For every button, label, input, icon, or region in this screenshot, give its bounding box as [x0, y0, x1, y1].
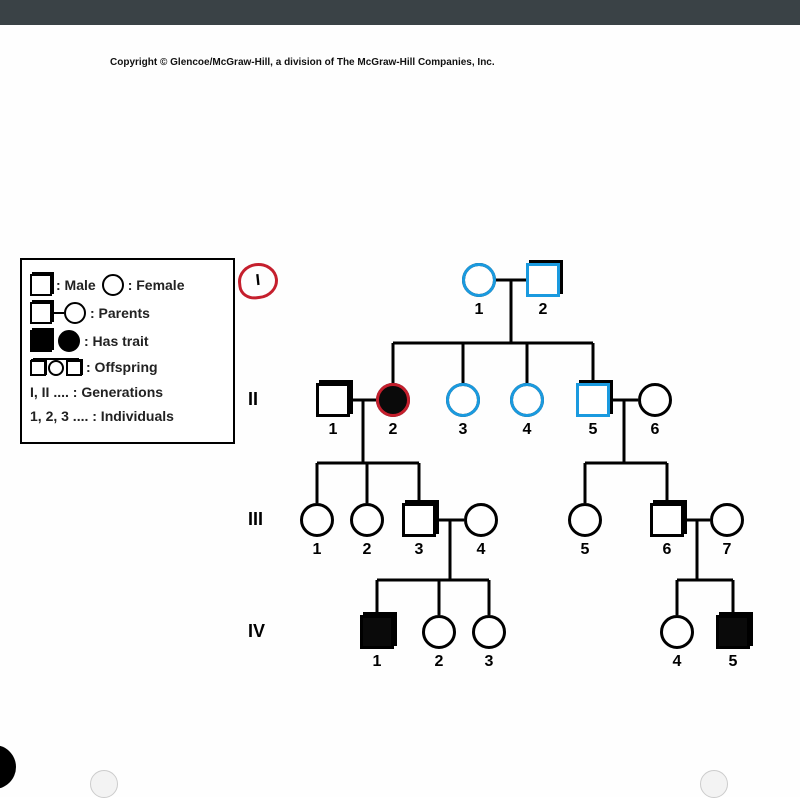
legend-individuals-text: 1, 2, 3 .... : Individuals — [30, 408, 225, 424]
legend-generations-text: I, II .... : Generations — [30, 384, 225, 400]
pedigree-node-IV-1: 1 — [360, 615, 394, 671]
pedigree-node-II-3: 3 — [446, 383, 480, 439]
copyright-text: Copyright © Glencoe/McGraw-Hill, a divis… — [110, 57, 495, 68]
pedigree-node-I-2: 2 — [526, 263, 560, 319]
node-label: 6 — [650, 541, 684, 559]
affected-male-icon — [30, 330, 52, 352]
affected-male-icon — [716, 615, 750, 649]
node-label: 5 — [716, 653, 750, 671]
pedigree-node-III-5: 5 — [568, 503, 602, 559]
node-label: 2 — [350, 541, 384, 559]
node-label: 1 — [462, 301, 496, 319]
pedigree-node-III-2: 2 — [350, 503, 384, 559]
node-label: 5 — [576, 421, 610, 439]
legend-has-trait-label: : Has trait — [84, 333, 149, 349]
generation-label-IV: IV — [248, 621, 265, 642]
window-top-bar — [0, 0, 800, 25]
pedigree-node-IV-3: 3 — [472, 615, 506, 671]
node-label: 4 — [510, 421, 544, 439]
paper-punch-hole — [90, 770, 118, 798]
female-icon — [464, 503, 498, 537]
legend-parents-label: : Parents — [90, 305, 150, 321]
male-icon — [650, 503, 684, 537]
legend-male-label: : Male — [56, 277, 96, 293]
pedigree-node-III-4: 4 — [464, 503, 498, 559]
node-label: 2 — [526, 301, 560, 319]
pedigree-node-III-6: 6 — [650, 503, 684, 559]
node-label: 3 — [446, 421, 480, 439]
male-icon — [526, 263, 560, 297]
affected-female-icon — [376, 383, 410, 417]
pedigree-node-II-6: 6 — [638, 383, 672, 439]
female-icon — [446, 383, 480, 417]
pedigree-node-II-2: 2 — [376, 383, 410, 439]
pedigree-node-I-1: 1 — [462, 263, 496, 319]
female-icon — [102, 274, 124, 296]
offspring-icon — [30, 358, 82, 376]
pedigree-node-IV-4: 4 — [660, 615, 694, 671]
female-icon — [472, 615, 506, 649]
pedigree-node-III-1: 1 — [300, 503, 334, 559]
mating-line-icon — [52, 312, 64, 314]
female-icon — [568, 503, 602, 537]
male-icon — [30, 274, 52, 296]
pedigree-node-II-5: 5 — [576, 383, 610, 439]
page: Copyright © Glencoe/McGraw-Hill, a divis… — [0, 25, 800, 797]
legend-box: : Male : Female : Parents : Has trait — [20, 258, 235, 444]
pedigree-node-II-1: 1 — [316, 383, 350, 439]
affected-male-icon — [360, 615, 394, 649]
female-icon — [710, 503, 744, 537]
male-icon — [316, 383, 350, 417]
female-icon — [422, 615, 456, 649]
node-label: 3 — [402, 541, 436, 559]
paper-punch-hole — [700, 770, 728, 798]
pedigree-node-II-4: 4 — [510, 383, 544, 439]
male-icon — [576, 383, 610, 417]
generation-label-II: II — [248, 389, 258, 410]
legend-offspring: : Offspring — [30, 358, 225, 376]
pedigree-node-IV-2: 2 — [422, 615, 456, 671]
page-edge-mark — [0, 745, 16, 789]
connector-lines — [230, 245, 790, 715]
legend-offspring-label: : Offspring — [86, 359, 158, 375]
node-label: 7 — [710, 541, 744, 559]
pedigree-node-IV-5: 5 — [716, 615, 750, 671]
female-icon — [660, 615, 694, 649]
female-icon — [462, 263, 496, 297]
legend-has-trait: : Has trait — [30, 330, 225, 352]
node-label: 4 — [464, 541, 498, 559]
pedigree-node-III-7: 7 — [710, 503, 744, 559]
female-icon — [510, 383, 544, 417]
female-icon — [638, 383, 672, 417]
node-label: 1 — [360, 653, 394, 671]
legend-parents: : Parents — [30, 302, 225, 324]
generation-label-I: I — [236, 261, 280, 301]
pedigree-node-III-3: 3 — [402, 503, 436, 559]
pedigree-diagram: I II III IV 12123456123456712345 — [230, 245, 790, 715]
female-icon — [300, 503, 334, 537]
node-label: 1 — [300, 541, 334, 559]
affected-female-icon — [58, 330, 80, 352]
male-icon — [402, 503, 436, 537]
node-label: 4 — [660, 653, 694, 671]
female-icon — [350, 503, 384, 537]
legend-male-female: : Male : Female — [30, 274, 225, 296]
node-label: 2 — [376, 421, 410, 439]
node-label: 6 — [638, 421, 672, 439]
generation-label-III: III — [248, 509, 263, 530]
node-label: 2 — [422, 653, 456, 671]
female-icon — [64, 302, 86, 324]
male-icon — [30, 302, 52, 324]
node-label: 5 — [568, 541, 602, 559]
node-label: 1 — [316, 421, 350, 439]
node-label: 3 — [472, 653, 506, 671]
legend-female-label: : Female — [128, 277, 185, 293]
